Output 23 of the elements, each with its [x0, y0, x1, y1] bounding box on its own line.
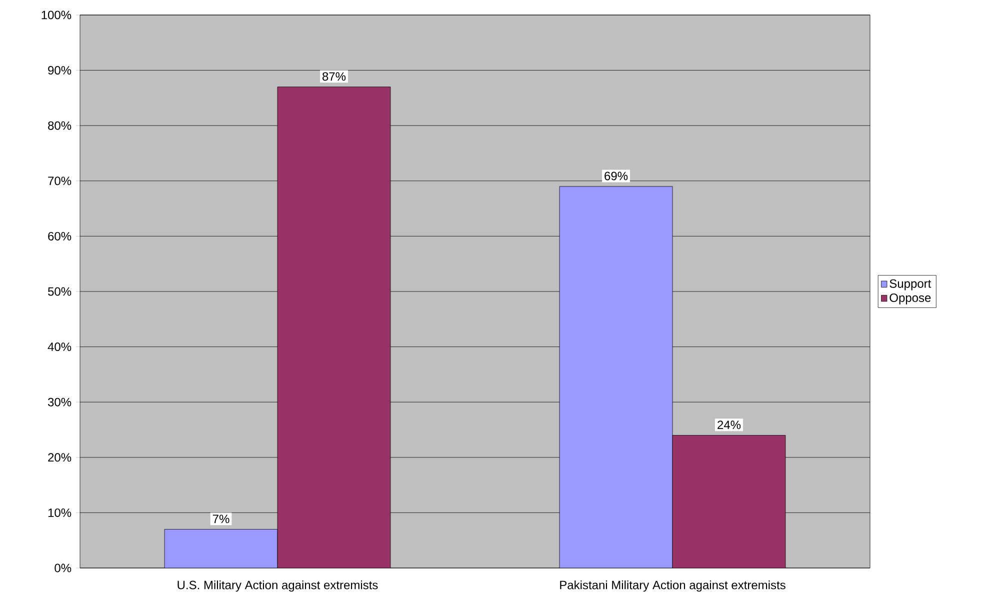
y-tick-label: 70%: [48, 176, 72, 186]
x-tick-label: U.S. Military Action against extremists: [178, 580, 378, 592]
y-tick-label: 60%: [48, 232, 72, 240]
bar: [164, 529, 278, 568]
y-tick-label: 90%: [48, 66, 72, 75]
data-label: 24%: [718, 420, 741, 430]
y-tick-label: 20%: [48, 453, 72, 462]
bar: [672, 435, 786, 568]
y-tick-label: 100%: [42, 10, 72, 20]
y-tick-label: 50%: [48, 287, 72, 296]
y-tick-label: 0%: [54, 564, 72, 572]
y-tick-label: 10%: [48, 508, 72, 517]
bar: [559, 186, 673, 568]
y-tick-label: 40%: [48, 342, 72, 352]
data-label: 87%: [322, 72, 346, 81]
data-label: 69%: [604, 172, 628, 180]
legend-label: Oppose: [890, 293, 931, 304]
y-tick-label: 30%: [48, 398, 72, 406]
y-tick-label: 80%: [48, 121, 72, 130]
data-label: 7%: [212, 514, 230, 524]
legend-label: Support: [890, 279, 932, 290]
x-tick-label: Pakistani Military Action against extremists: [560, 580, 786, 592]
bar: [277, 86, 391, 568]
